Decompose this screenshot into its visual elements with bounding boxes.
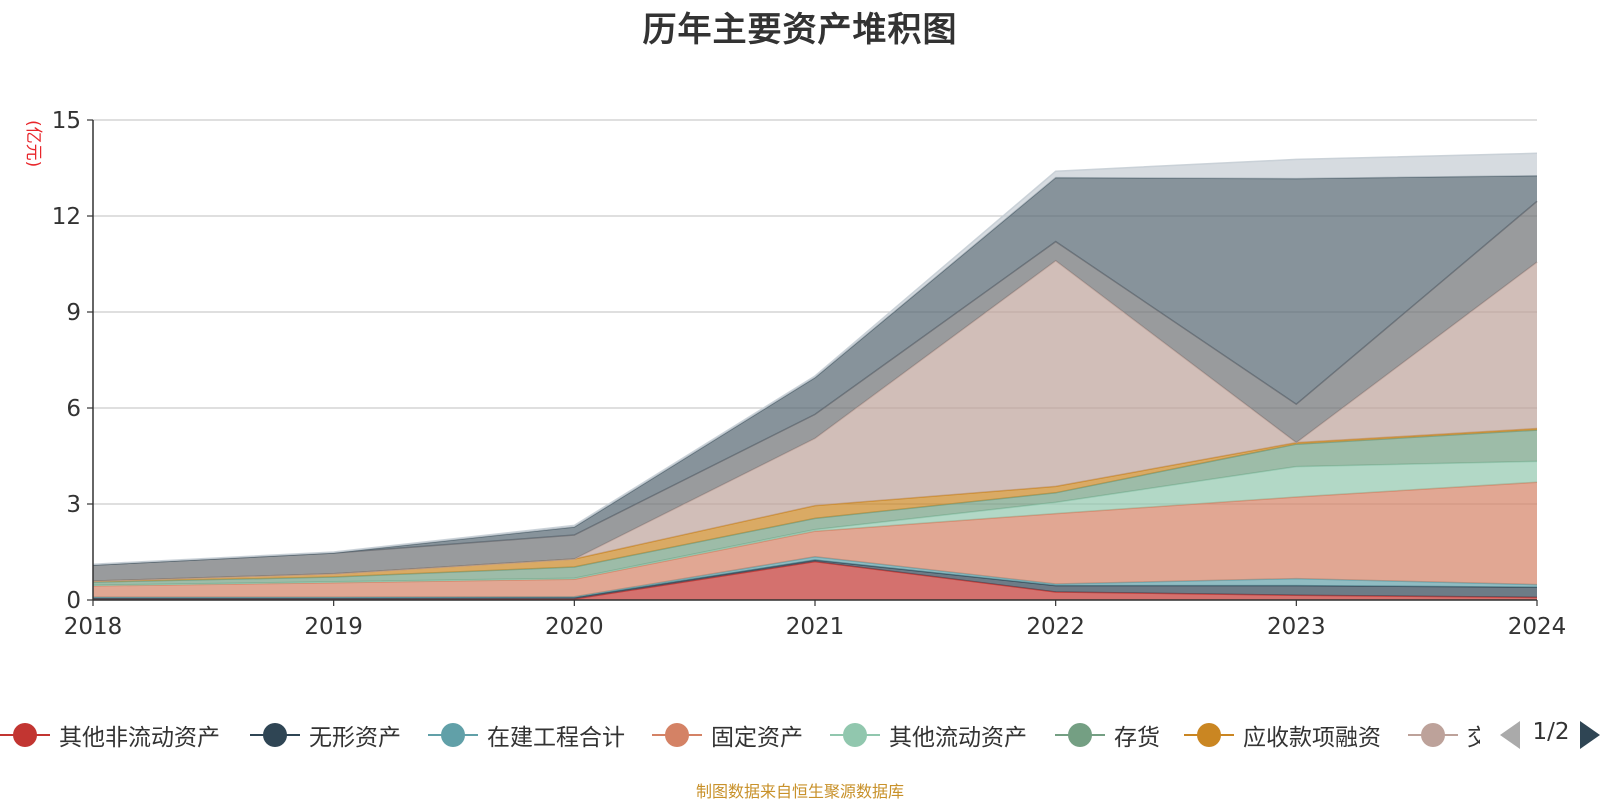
legend-label: 应收款项融资: [1243, 725, 1381, 751]
legend-marker-icon: [1408, 720, 1458, 750]
y-axis-unit-label: (亿元): [23, 120, 43, 167]
y-tick-label: 3: [66, 492, 81, 518]
axis-layer: 0 3 6 9 12 15 2018 2019 2020 2021 2022 2023 2024: [52, 108, 1567, 640]
legend-label: 其他流动资产: [889, 725, 1027, 751]
area-series-1[interactable]: [93, 560, 1537, 600]
area-series-4[interactable]: [93, 461, 1537, 586]
legend-item-6[interactable]: 应收款项融资: [1184, 715, 1381, 755]
legend-marker-icon: [830, 720, 880, 750]
y-tick-label: 15: [52, 108, 81, 134]
legend-marker-icon: [0, 720, 50, 750]
area-series-9[interactable]: [93, 175, 1537, 566]
area-series-6[interactable]: [93, 428, 1537, 583]
legend-marker-icon: [1184, 720, 1234, 750]
source-note: 制图数据来自恒生聚源数据库: [695, 782, 904, 800]
legend: 其他非流动资产 无形资产 在建工程合计 固定资产 其他流动资产 存货 应收款项融资 交易性金融…: [0, 715, 1480, 755]
legend-item-2[interactable]: 在建工程合计: [428, 715, 625, 755]
legend-label: 固定资产: [711, 725, 803, 751]
area-series-3[interactable]: [93, 482, 1537, 598]
legend-label: 其他非流动资产: [59, 725, 220, 751]
legend-prev-page-icon[interactable]: [1500, 721, 1520, 749]
legend-item-4[interactable]: 其他流动资产: [830, 715, 1027, 755]
legend-marker-icon: [428, 720, 478, 750]
legend-next-page-icon[interactable]: [1580, 721, 1600, 749]
legend-marker-icon: [250, 720, 300, 750]
area-series-0[interactable]: [93, 561, 1537, 600]
chart-title: 历年主要资产堆积图: [642, 10, 958, 50]
x-tick-label: 2023: [1267, 614, 1326, 640]
legend-marker-icon: [1055, 720, 1105, 750]
y-tick-label: 0: [66, 588, 81, 614]
x-tick-label: 2024: [1508, 614, 1567, 640]
x-tick-label: 2018: [64, 614, 123, 640]
x-tick-label: 2022: [1026, 614, 1085, 640]
legend-item-1[interactable]: 无形资产: [250, 715, 401, 755]
area-series-7[interactable]: [93, 260, 1537, 582]
legend-item-5[interactable]: 存货: [1055, 715, 1160, 755]
x-tick-label: 2020: [545, 614, 604, 640]
x-tick-label: 2019: [304, 614, 363, 640]
legend-label: 交易性金融资产: [1467, 725, 1480, 751]
area-layer: [92, 152, 1538, 601]
area-series-8[interactable]: [93, 201, 1537, 582]
legend-pager: 1/2: [1498, 715, 1600, 755]
legend-page-indicator: 1/2: [1532, 719, 1570, 745]
legend-label: 在建工程合计: [487, 725, 625, 751]
x-tick-label: 2021: [786, 614, 845, 640]
y-tick-label: 9: [66, 300, 81, 326]
y-tick-label: 12: [52, 204, 81, 230]
y-tick-label: 6: [66, 396, 81, 422]
legend-label: 无形资产: [309, 725, 401, 751]
legend-label: 存货: [1114, 725, 1160, 751]
legend-item-3[interactable]: 固定资产: [652, 715, 803, 755]
legend-item-7[interactable]: 交易性金融资产: [1408, 715, 1480, 755]
legend-marker-icon: [652, 720, 702, 750]
area-series-line-10: [92, 152, 1538, 565]
legend-item-0[interactable]: 其他非流动资产: [0, 715, 220, 755]
